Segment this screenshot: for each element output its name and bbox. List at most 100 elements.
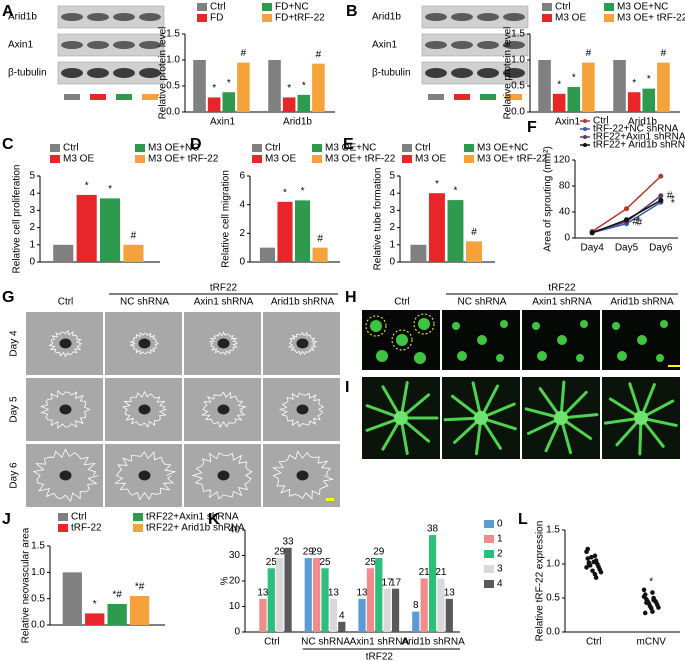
- sprout-spot: [617, 351, 627, 361]
- y-tick-label: 1: [389, 239, 395, 250]
- significance: #: [633, 216, 639, 227]
- legend-swatch: [402, 155, 412, 163]
- bead: [59, 338, 72, 349]
- legend-swatch: [50, 144, 60, 152]
- bead: [59, 470, 72, 481]
- bar: [329, 598, 338, 632]
- data-label: 29: [311, 547, 323, 558]
- y-tick-label: 0: [29, 257, 35, 268]
- bar: [312, 63, 325, 112]
- y-axis-label: Relative cell proliferation: [12, 165, 23, 274]
- significance: *: [637, 215, 641, 226]
- bar: [76, 194, 97, 262]
- data-label: 33: [282, 536, 294, 547]
- bar: [85, 613, 105, 625]
- legend-label: M3 OE+ tRF-22: [325, 154, 396, 165]
- blot-strip: [421, 5, 529, 29]
- y-axis-label: Relative protein level: [503, 27, 514, 120]
- panel-letter: K: [208, 511, 220, 528]
- bar: [582, 62, 595, 112]
- x-tick-label: Axin1: [210, 117, 235, 128]
- sprout-outline: [201, 391, 247, 429]
- scale-bar: [326, 498, 334, 501]
- bar: [62, 572, 82, 625]
- spot-ring: [365, 315, 387, 337]
- legend-swatch: [312, 144, 322, 152]
- lane-marker: [90, 94, 106, 100]
- legend-swatch: [484, 580, 494, 588]
- bar: [237, 62, 250, 112]
- bar: [268, 60, 281, 112]
- significance: *: [454, 186, 458, 197]
- data-label: 21: [435, 567, 447, 578]
- legend-swatch: [197, 14, 207, 22]
- blot-band: [113, 41, 135, 49]
- optic-disc: [634, 411, 648, 425]
- group-label: tRF22: [210, 283, 238, 294]
- optic-disc: [394, 411, 408, 425]
- legend-swatch: [542, 14, 552, 22]
- panel-letter: D: [190, 136, 202, 153]
- point: [650, 590, 655, 595]
- legend-marker: [583, 119, 587, 123]
- y-axis-label: Relative cell migration: [221, 170, 232, 268]
- data-label: 25: [319, 557, 331, 568]
- x-tick-label: Day4: [580, 243, 604, 254]
- y-tick-label: 120: [553, 155, 570, 166]
- legend-label: tRF22+Axin1 shRNA: [146, 512, 239, 523]
- bar: [437, 578, 445, 632]
- legend-label: tRF-22: [71, 523, 102, 534]
- point: [656, 605, 661, 610]
- y-tick-label: 1.0: [511, 55, 525, 66]
- bar: [277, 201, 293, 262]
- bar: [538, 60, 551, 112]
- panel-letter: L: [518, 511, 528, 528]
- legend-label: FD+tRF-22: [275, 13, 325, 24]
- data-label: 29: [303, 547, 315, 558]
- line: [591, 195, 662, 233]
- significance: #: [586, 48, 592, 59]
- legend-label: Ctrl: [210, 2, 226, 13]
- panel-letter: B: [346, 3, 358, 20]
- x-tick-label: Ctrl: [586, 637, 602, 648]
- point: [658, 193, 664, 199]
- significance: *: [93, 599, 97, 610]
- legend-label: 1: [497, 534, 503, 545]
- group-label: tRF22: [366, 652, 394, 661]
- bar: [304, 558, 312, 632]
- significance: *#: [112, 590, 122, 601]
- bar: [313, 558, 321, 632]
- panel-letter: E: [343, 136, 354, 153]
- blot-label: Arid1b: [8, 12, 37, 23]
- legend-label: M3 OE+ tRF-22: [148, 154, 219, 165]
- y-axis-label: Relative tRF-22 expression: [535, 521, 546, 642]
- sprout-spot: [457, 351, 467, 361]
- blot-band: [61, 68, 83, 78]
- point: [590, 568, 595, 574]
- sprout-spot: [580, 320, 588, 328]
- bead: [296, 338, 309, 349]
- legend-swatch: [133, 513, 143, 521]
- legend-label: tRF22+Axin1 shRNA: [593, 132, 685, 143]
- significance: #: [241, 48, 247, 59]
- panel-letter: A: [2, 3, 14, 20]
- legend-swatch: [484, 535, 494, 543]
- blot-band: [451, 13, 473, 21]
- significance: *: [108, 184, 112, 195]
- sprout-outline: [48, 329, 83, 358]
- line: [591, 199, 662, 234]
- point: [598, 569, 604, 575]
- column-label: Ctrl: [58, 297, 74, 308]
- bar: [428, 193, 445, 262]
- significance: *: [227, 78, 231, 89]
- legend-label: FD+NC: [275, 2, 309, 13]
- y-tick-label: 1.5: [166, 29, 180, 40]
- y-tick-label: 20: [229, 576, 241, 587]
- sprout-spot: [414, 352, 426, 364]
- blot-label: Axin1: [372, 40, 397, 51]
- panel-letter: H: [345, 289, 357, 306]
- significance: *: [632, 78, 636, 89]
- y-tick-label: 5: [389, 171, 395, 182]
- legend-label: Ctrl: [593, 116, 609, 127]
